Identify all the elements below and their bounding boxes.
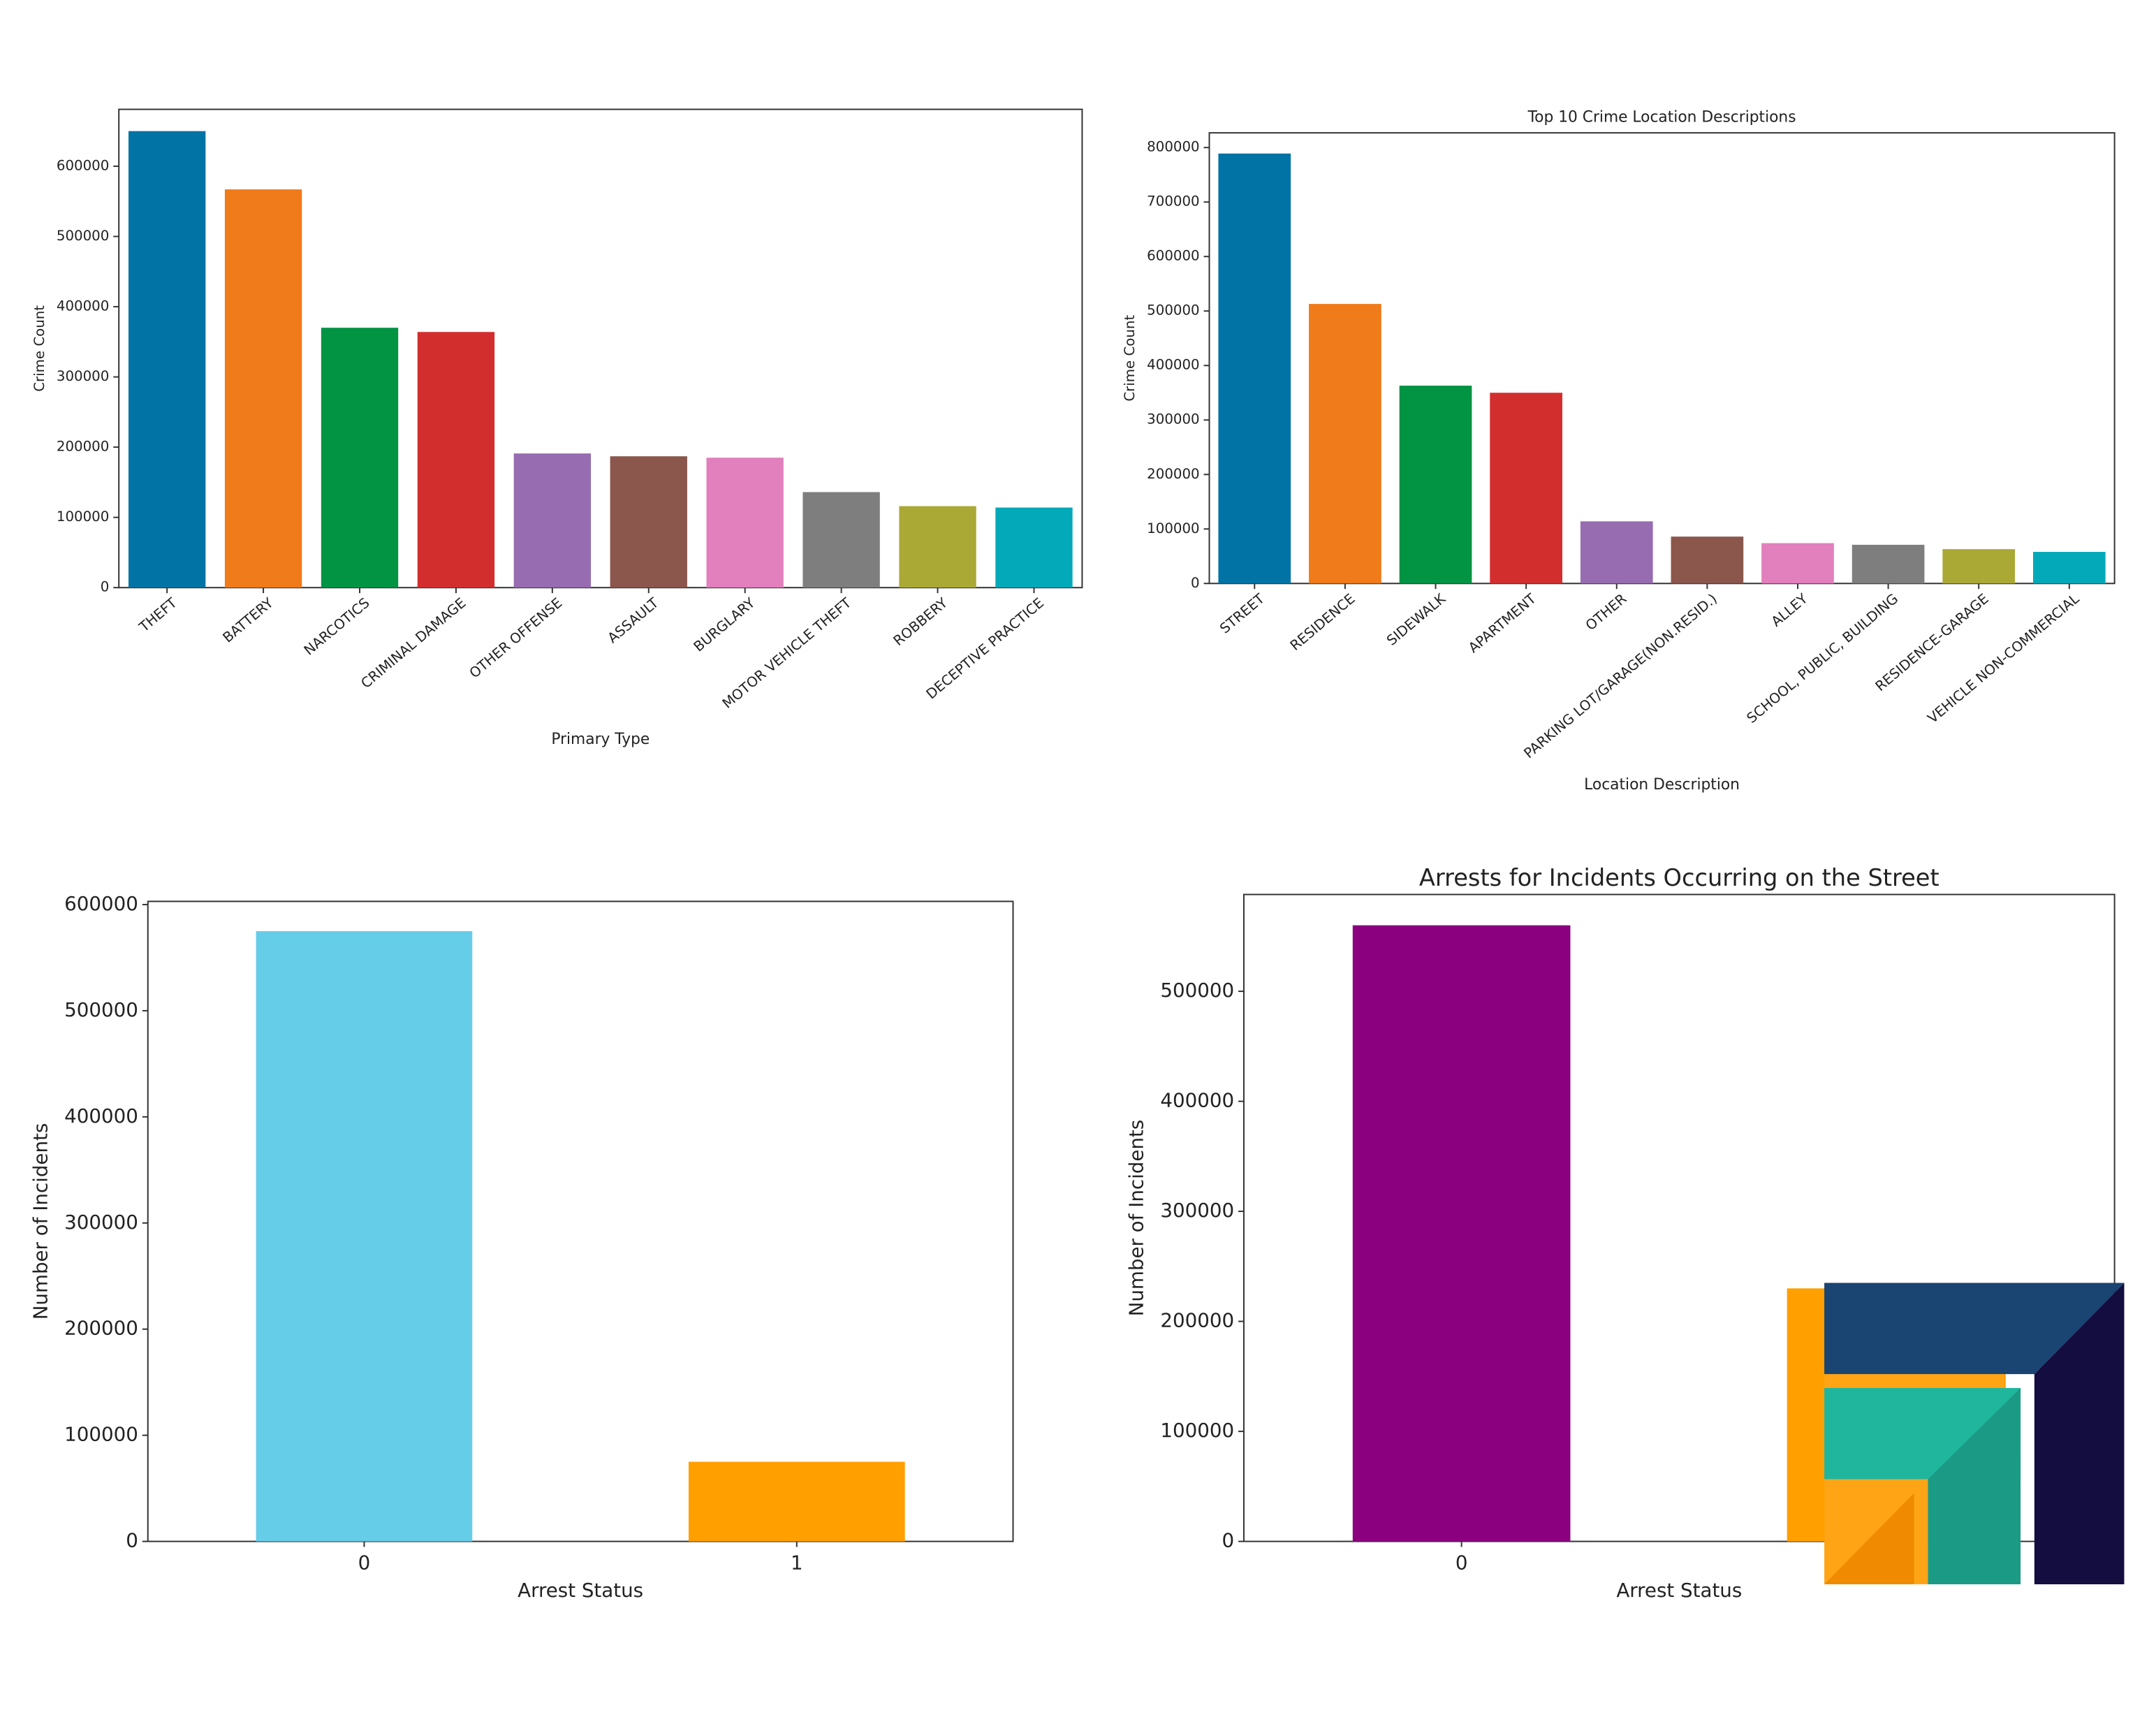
bar <box>610 456 687 588</box>
bar <box>1352 925 1571 1542</box>
bar <box>1761 543 1834 584</box>
bar <box>899 506 976 588</box>
y-tick-label: 200000 <box>1147 466 1199 482</box>
y-tick-label: 500000 <box>57 228 109 244</box>
y-tick-label: 400000 <box>1160 1089 1234 1112</box>
bar <box>321 328 399 588</box>
y-tick-label: 600000 <box>1147 248 1199 264</box>
y-tick-label: 500000 <box>1160 979 1234 1002</box>
y-tick-label: 300000 <box>1147 411 1199 428</box>
plot-frame <box>1208 132 2115 585</box>
y-tick-label: 200000 <box>64 1317 138 1340</box>
bar <box>1942 549 2016 584</box>
bar <box>688 1461 905 1542</box>
y-axis-label: Number of Incidents <box>1125 1120 1148 1317</box>
bar <box>802 492 880 588</box>
y-tick-label: 0 <box>101 579 110 595</box>
plot-frame <box>118 108 1083 589</box>
y-tick-label: 400000 <box>57 298 109 314</box>
y-tick-label: 100000 <box>57 509 109 525</box>
y-tick-label: 600000 <box>57 157 109 173</box>
y-tick-label: 100000 <box>1147 520 1199 536</box>
x-tick-label: 1 <box>791 1551 803 1574</box>
y-tick-label: 400000 <box>1147 357 1199 373</box>
y-tick-label: 800000 <box>1147 139 1199 155</box>
y-tick-label: 500000 <box>64 998 138 1021</box>
y-tick-label: 700000 <box>1147 193 1199 210</box>
y-tick-label: 400000 <box>64 1104 138 1127</box>
y-axis-label: Crime Count <box>1122 315 1138 402</box>
bar <box>1580 521 1653 584</box>
bar <box>1309 304 1381 584</box>
logo-part <box>1928 1387 2021 1584</box>
bar <box>706 458 784 588</box>
y-tick-label: 500000 <box>1147 302 1199 319</box>
bar <box>513 453 592 588</box>
y-axis-label: Crime Count <box>31 305 47 392</box>
bar <box>1399 386 1472 584</box>
x-axis-label: Arrest Status <box>518 1579 643 1602</box>
y-tick-label: 200000 <box>1160 1309 1234 1332</box>
y-tick-label: 300000 <box>1160 1199 1234 1222</box>
logo-part <box>2034 1283 2125 1584</box>
y-tick-label: 0 <box>1222 1529 1234 1552</box>
x-axis-label: Location Description <box>1584 776 1740 794</box>
logo-part <box>1824 1283 2125 1375</box>
logo-part <box>1787 1288 1829 1542</box>
plot-frame <box>1242 893 2115 1542</box>
bar <box>1671 536 1744 584</box>
x-axis-label: Arrest Status <box>1616 1579 1742 1602</box>
y-tick-label: 200000 <box>57 439 109 455</box>
x-tick-label: 0 <box>358 1551 371 1574</box>
x-axis-label: Primary Type <box>551 731 650 748</box>
y-tick-label: 100000 <box>64 1423 138 1446</box>
chart-title: Arrests for Incidents Occurring on the S… <box>1419 864 1939 891</box>
y-tick-label: 100000 <box>1160 1419 1234 1442</box>
logo-part <box>1824 1374 2004 1388</box>
bar <box>417 332 495 588</box>
bar <box>2032 552 2106 584</box>
chart-title: Top 10 Crime Location Descriptions <box>1527 108 1796 126</box>
y-tick-label: 300000 <box>57 368 109 384</box>
bar <box>1218 153 1291 584</box>
y-axis-label: Number of Incidents <box>29 1123 52 1320</box>
y-tick-label: 0 <box>1191 575 1200 591</box>
bar <box>1851 544 1925 584</box>
bar <box>1490 393 1562 584</box>
bar <box>995 507 1073 588</box>
bar <box>224 189 302 588</box>
y-tick-label: 0 <box>126 1529 138 1552</box>
logo <box>1787 1283 2125 1584</box>
x-tick-label: 0 <box>1455 1551 1468 1574</box>
y-tick-label: 600000 <box>64 892 138 915</box>
plot-frame <box>147 900 1014 1542</box>
bar <box>256 930 473 1542</box>
bar <box>128 131 206 588</box>
y-tick-label: 300000 <box>64 1211 138 1234</box>
